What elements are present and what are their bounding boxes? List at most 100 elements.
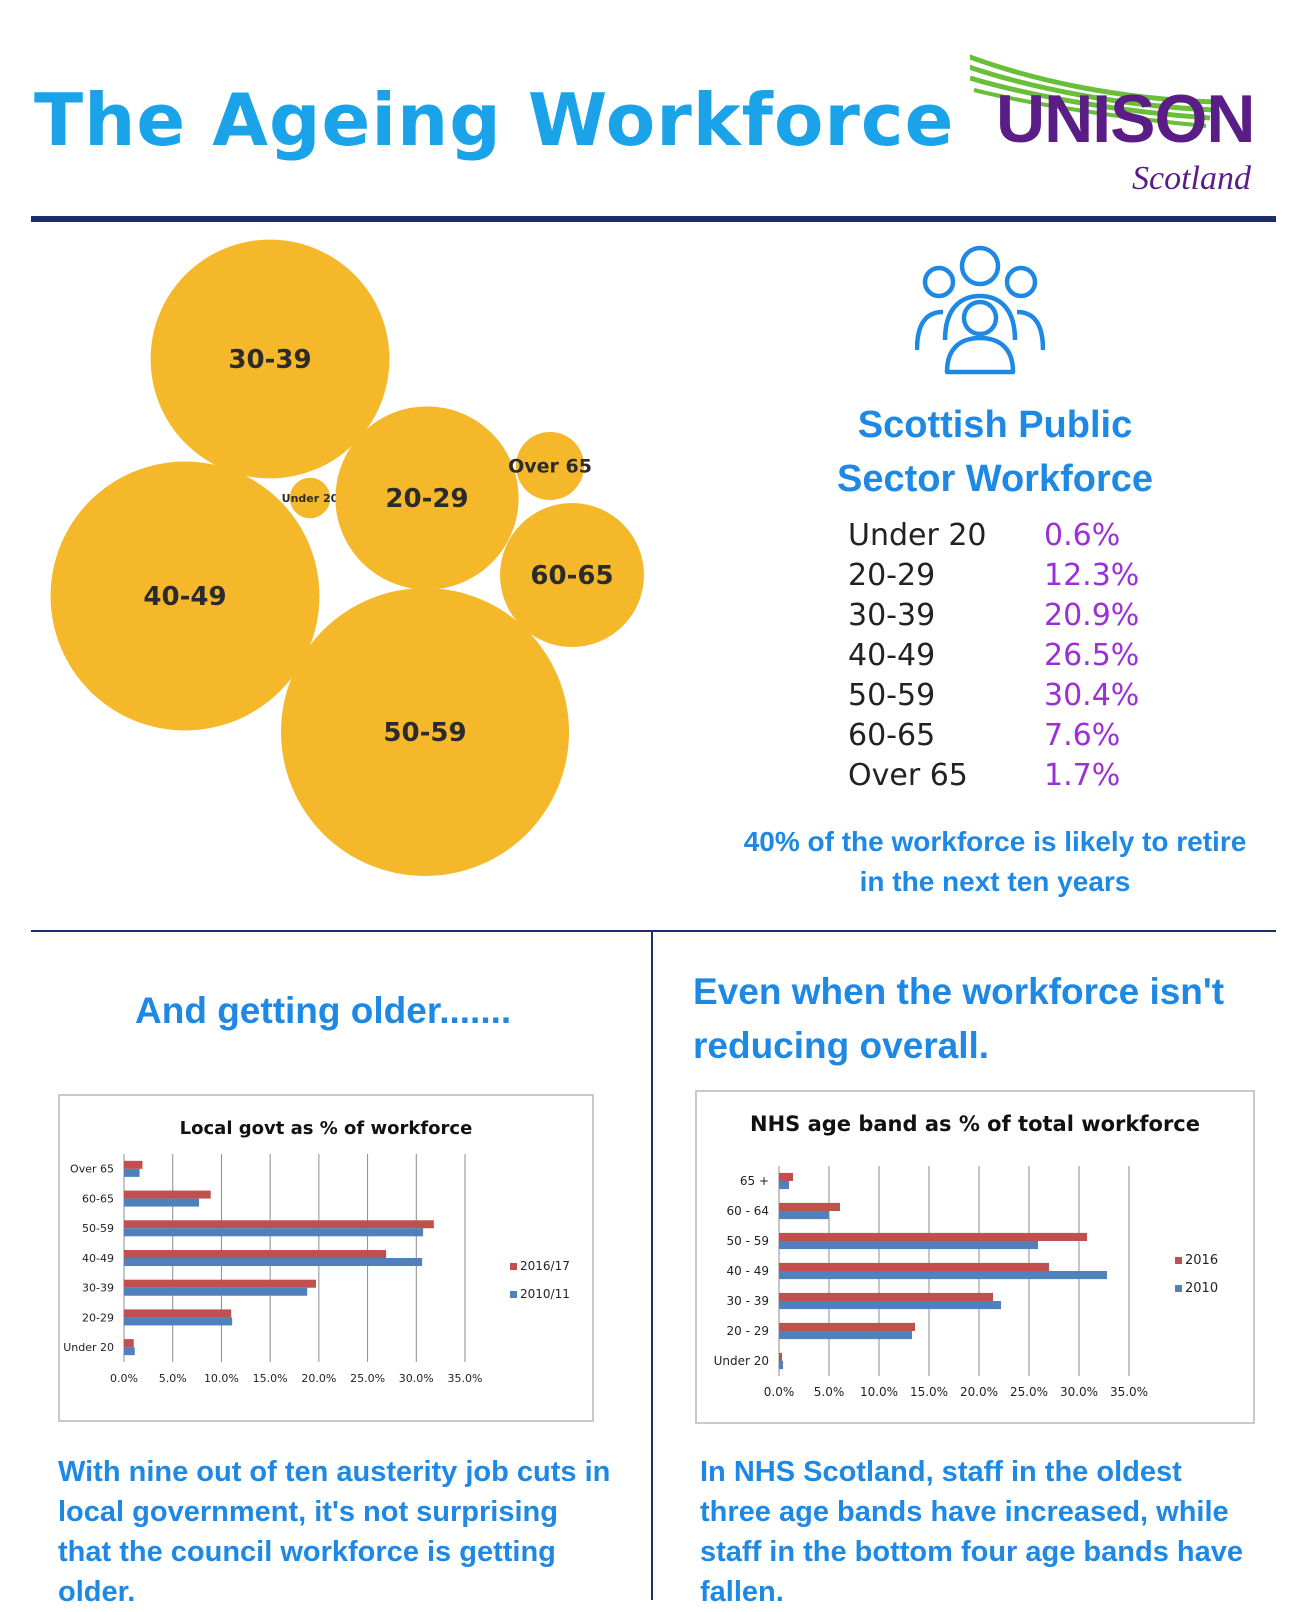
bar-2010 xyxy=(779,1241,1038,1250)
bar-2016-17 xyxy=(124,1190,211,1199)
bar-2016-17 xyxy=(124,1339,134,1348)
bubble-40-49 xyxy=(50,461,320,731)
bubble-30-39 xyxy=(150,239,390,479)
bar-2010-11 xyxy=(124,1168,140,1177)
legend-label: 2010 xyxy=(1185,1281,1218,1296)
workforce-pct: 0.6% xyxy=(1044,518,1121,553)
category-label: 20-29 xyxy=(82,1311,114,1324)
age-bubble-chart: Under 20 20-29 30-39 40-49 50-59 60-65 Over 65 xyxy=(50,239,644,876)
x-tick-label: 20.0% xyxy=(301,1372,336,1385)
people-icon xyxy=(915,245,1045,375)
category-label: 65 + xyxy=(740,1174,769,1188)
bar-2010-11 xyxy=(124,1198,200,1207)
chart-title: Local govt as % of workforce xyxy=(180,1118,473,1139)
legend-swatch xyxy=(510,1263,517,1270)
bubble-under-20 xyxy=(289,477,331,519)
local-govt-text: With nine out of ten austerity job cuts … xyxy=(58,1456,611,1608)
bar-2010 xyxy=(779,1361,783,1370)
legend-label: 2016 xyxy=(1185,1253,1218,1268)
category-label: 40 - 49 xyxy=(727,1264,770,1278)
workforce-pct: 12.3% xyxy=(1044,558,1140,593)
older-heading: And getting older....... xyxy=(135,990,512,1031)
workforce-row: 50-59 30.4% xyxy=(848,676,1139,716)
workforce-pct: 30.4% xyxy=(1044,678,1140,713)
bar-2016 xyxy=(779,1172,793,1181)
bubble-over-65 xyxy=(515,431,585,501)
x-tick-label: 25.0% xyxy=(350,1372,385,1385)
workforce-table: Under 20 0.6% 20-29 12.3% 30-39 20.9% 40-49 26.… xyxy=(848,516,1139,796)
page-title: The Ageing Workforce xyxy=(34,78,955,162)
bar-2016 xyxy=(779,1322,915,1331)
workforce-pct: 1.7% xyxy=(1044,758,1121,793)
category-label: 50 - 59 xyxy=(727,1234,770,1248)
workforce-row: 30-39 20.9% xyxy=(848,596,1139,636)
bar-2010 xyxy=(779,1271,1107,1280)
category-label: 30 - 39 xyxy=(727,1294,770,1308)
local-govt-chart: Local govt as % of workforce 0.0% 5.0% 10.0… xyxy=(58,1094,594,1422)
bar-2016 xyxy=(779,1202,840,1211)
bubble-label: 50-59 xyxy=(383,718,466,748)
bar-2016 xyxy=(779,1232,1087,1241)
category-label: Under 20 xyxy=(714,1354,769,1368)
bar-2016-17 xyxy=(124,1309,232,1318)
category-label: 20 - 29 xyxy=(727,1324,770,1338)
header-divider xyxy=(31,216,1276,222)
bar-2010-11 xyxy=(124,1317,233,1326)
x-tick-label: 0.0% xyxy=(110,1372,138,1385)
bar-2016-17 xyxy=(124,1249,387,1258)
workforce-pct: 7.6% xyxy=(1044,718,1121,753)
bubble-label: Over 65 xyxy=(508,456,592,478)
bar-2010 xyxy=(779,1301,1001,1310)
bar-2010-11 xyxy=(124,1258,423,1267)
x-tick-label: 10.0% xyxy=(860,1385,898,1399)
nhs-text: In NHS Scotland, staff in the oldest thr… xyxy=(700,1456,1243,1608)
unison-logo: UNISON Scotland xyxy=(970,40,1270,210)
swoosh-icon xyxy=(970,54,1221,128)
chart-title: NHS age band as % of total workforce xyxy=(750,1112,1200,1136)
x-tick-label: 30.0% xyxy=(1060,1385,1098,1399)
bar-2010 xyxy=(779,1211,829,1220)
category-label: 60-65 xyxy=(82,1192,114,1205)
x-tick-label: 25.0% xyxy=(1010,1385,1048,1399)
workforce-band: 40-49 xyxy=(848,638,936,673)
bubble-20-29 xyxy=(335,406,519,590)
x-tick-label: 0.0% xyxy=(764,1385,795,1399)
bubble-label: 40-49 xyxy=(143,582,226,612)
legend-label: 2016/17 xyxy=(520,1259,570,1273)
x-tick-label: 20.0% xyxy=(960,1385,998,1399)
bar-2016 xyxy=(779,1292,993,1301)
workforce-title: Scottish Public Sector Workforce xyxy=(836,404,1154,500)
bubble-label: 20-29 xyxy=(385,484,468,514)
bar-2016-17 xyxy=(124,1220,434,1229)
category-label: Over 65 xyxy=(70,1163,114,1176)
workforce-row: 40-49 26.5% xyxy=(848,636,1139,676)
bubble-label: Under 20 xyxy=(282,492,339,505)
bar-2010-11 xyxy=(124,1347,135,1356)
column-divider xyxy=(651,931,653,1600)
legend-swatch xyxy=(1175,1257,1182,1264)
bar-2010 xyxy=(779,1331,912,1340)
logo-wordmark: UNISON xyxy=(996,81,1255,157)
x-tick-label: 30.0% xyxy=(399,1372,434,1385)
workforce-pct: 26.5% xyxy=(1044,638,1140,673)
bubble-50-59 xyxy=(281,588,569,876)
bar-2010-11 xyxy=(124,1228,424,1237)
workforce-pct: 20.9% xyxy=(1044,598,1140,633)
bar-2010 xyxy=(779,1181,789,1190)
legend-swatch xyxy=(1175,1285,1182,1292)
retire-note: 40% of the workforce is likely to retire… xyxy=(743,826,1247,897)
bubble-60-65 xyxy=(500,503,644,647)
workforce-band: 20-29 xyxy=(848,558,936,593)
legend-swatch xyxy=(510,1291,517,1298)
bar-2016 xyxy=(779,1262,1049,1271)
bar-2016-17 xyxy=(124,1160,143,1169)
category-label: 50-59 xyxy=(82,1222,114,1235)
x-tick-label: 35.0% xyxy=(448,1372,483,1385)
legend-label: 2010/11 xyxy=(520,1287,570,1301)
bar-2010-11 xyxy=(124,1287,308,1296)
x-tick-label: 15.0% xyxy=(910,1385,948,1399)
category-label: 30-39 xyxy=(82,1282,114,1295)
workforce-row: Under 20 0.6% xyxy=(848,516,1139,556)
x-tick-label: 35.0% xyxy=(1110,1385,1148,1399)
bubble-label: 60-65 xyxy=(530,561,613,591)
